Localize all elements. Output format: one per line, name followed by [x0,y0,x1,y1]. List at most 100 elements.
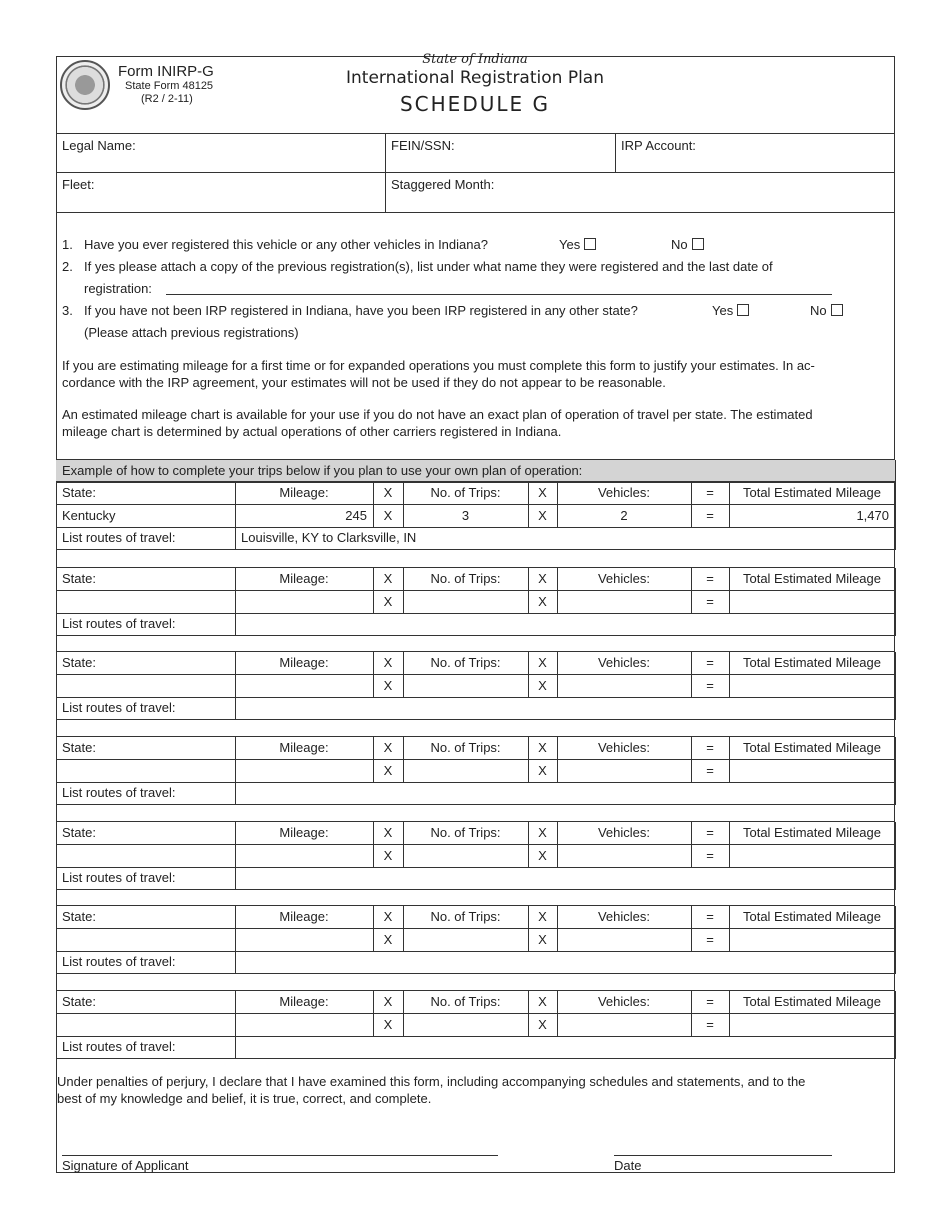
header-eq: = [691,822,730,845]
divider [56,736,895,737]
fleet-field[interactable]: Fleet: [62,177,95,192]
input-mileage[interactable] [235,929,374,952]
routes-input[interactable] [235,613,896,636]
header-x1: X [373,822,404,845]
input-mileage[interactable]: 245 [235,505,374,528]
header-vehicles: Vehicles: [557,737,692,760]
fein-ssn-field[interactable]: FEIN/SSN: [391,138,455,153]
registration-date-line[interactable] [166,294,832,295]
header-mileage: Mileage: [235,652,374,675]
routes-input[interactable] [235,697,896,720]
header-x1: X [373,737,404,760]
op-x1: X [373,760,404,783]
routes-input[interactable] [235,782,896,805]
input-vehicles[interactable] [557,929,692,952]
header-trips: No. of Trips: [403,822,529,845]
input-vehicles[interactable] [557,845,692,868]
revision: (R2 / 2-11) [141,93,193,105]
divider [56,567,895,568]
input-trips[interactable] [403,845,529,868]
input-total[interactable] [729,1014,896,1037]
op-x2: X [528,675,558,698]
routes-input[interactable] [235,1036,896,1059]
op-x2: X [528,929,558,952]
form-id: Form INIRP-G [118,63,214,80]
header-eq: = [691,737,730,760]
input-mileage[interactable] [235,591,374,614]
input-total[interactable] [729,591,896,614]
staggered-month-field[interactable]: Staggered Month: [391,177,495,192]
input-total[interactable] [729,760,896,783]
date-line[interactable] [614,1155,832,1156]
input-state[interactable] [56,1014,236,1037]
checkbox-icon[interactable] [584,238,597,250]
input-total[interactable] [729,845,896,868]
input-mileage[interactable] [235,845,374,868]
op-eq: = [691,845,730,868]
legal-name-field[interactable]: Legal Name: [62,138,136,153]
input-total[interactable]: 1,470 [729,505,896,528]
signature-line[interactable] [62,1155,498,1156]
input-total[interactable] [729,929,896,952]
header-state: State: [56,652,236,675]
header-trips: No. of Trips: [403,568,529,591]
input-state[interactable] [56,675,236,698]
header-x1: X [373,906,404,929]
q1-yes-checkbox[interactable]: Yes [559,237,597,252]
input-trips[interactable] [403,675,529,698]
routes-input[interactable] [235,867,896,890]
input-vehicles[interactable] [557,1014,692,1037]
input-vehicles[interactable] [557,675,692,698]
input-trips[interactable] [403,591,529,614]
header-state: State: [56,482,236,505]
header-total: Total Estimated Mileage [729,737,896,760]
checkbox-icon[interactable] [691,238,704,250]
input-vehicles[interactable] [557,760,692,783]
routes-label: List routes of travel: [56,527,236,550]
header-mileage: Mileage: [235,482,374,505]
header-x1: X [373,652,404,675]
input-state[interactable]: Kentucky [56,505,236,528]
header-eq: = [691,482,730,505]
irp-account-field[interactable]: IRP Account: [621,138,696,153]
header-x2: X [528,737,558,760]
header-x1: X [373,482,404,505]
header-total: Total Estimated Mileage [729,822,896,845]
routes-input[interactable] [235,951,896,974]
routes-input[interactable]: Louisville, KY to Clarksville, IN [235,527,896,550]
input-state[interactable] [56,845,236,868]
op-x1: X [373,929,404,952]
input-vehicles[interactable]: 2 [557,505,692,528]
instructions-1-cont: cordance with the IRP agreement, your es… [62,375,666,390]
q3-yes-checkbox[interactable]: Yes [712,303,750,318]
checkbox-icon[interactable] [830,304,843,316]
header-mileage: Mileage: [235,822,374,845]
routes-label: List routes of travel: [56,1036,236,1059]
q1-no-checkbox[interactable]: No [671,237,704,252]
input-state[interactable] [56,591,236,614]
input-trips[interactable]: 3 [403,505,529,528]
input-trips[interactable] [403,760,529,783]
instructions-2-cont: mileage chart is determined by actual op… [62,424,562,439]
perjury-statement-cont: best of my knowledge and belief, it is t… [57,1091,432,1106]
header-state: State: [56,737,236,760]
input-state[interactable] [56,760,236,783]
input-vehicles[interactable] [557,591,692,614]
input-trips[interactable] [403,1014,529,1037]
q2-number: 2. [62,259,73,274]
instructions-1: If you are estimating mileage for a firs… [62,358,815,373]
header-total: Total Estimated Mileage [729,991,896,1014]
header-x1: X [373,568,404,591]
question-3-note: (Please attach previous registrations) [84,325,299,340]
input-total[interactable] [729,675,896,698]
divider [56,905,895,906]
input-trips[interactable] [403,929,529,952]
input-mileage[interactable] [235,675,374,698]
q3-no-checkbox[interactable]: No [810,303,843,318]
header-mileage: Mileage: [235,906,374,929]
input-state[interactable] [56,929,236,952]
input-mileage[interactable] [235,760,374,783]
input-mileage[interactable] [235,1014,374,1037]
checkbox-icon[interactable] [737,304,750,316]
yes-label: Yes [712,303,734,318]
